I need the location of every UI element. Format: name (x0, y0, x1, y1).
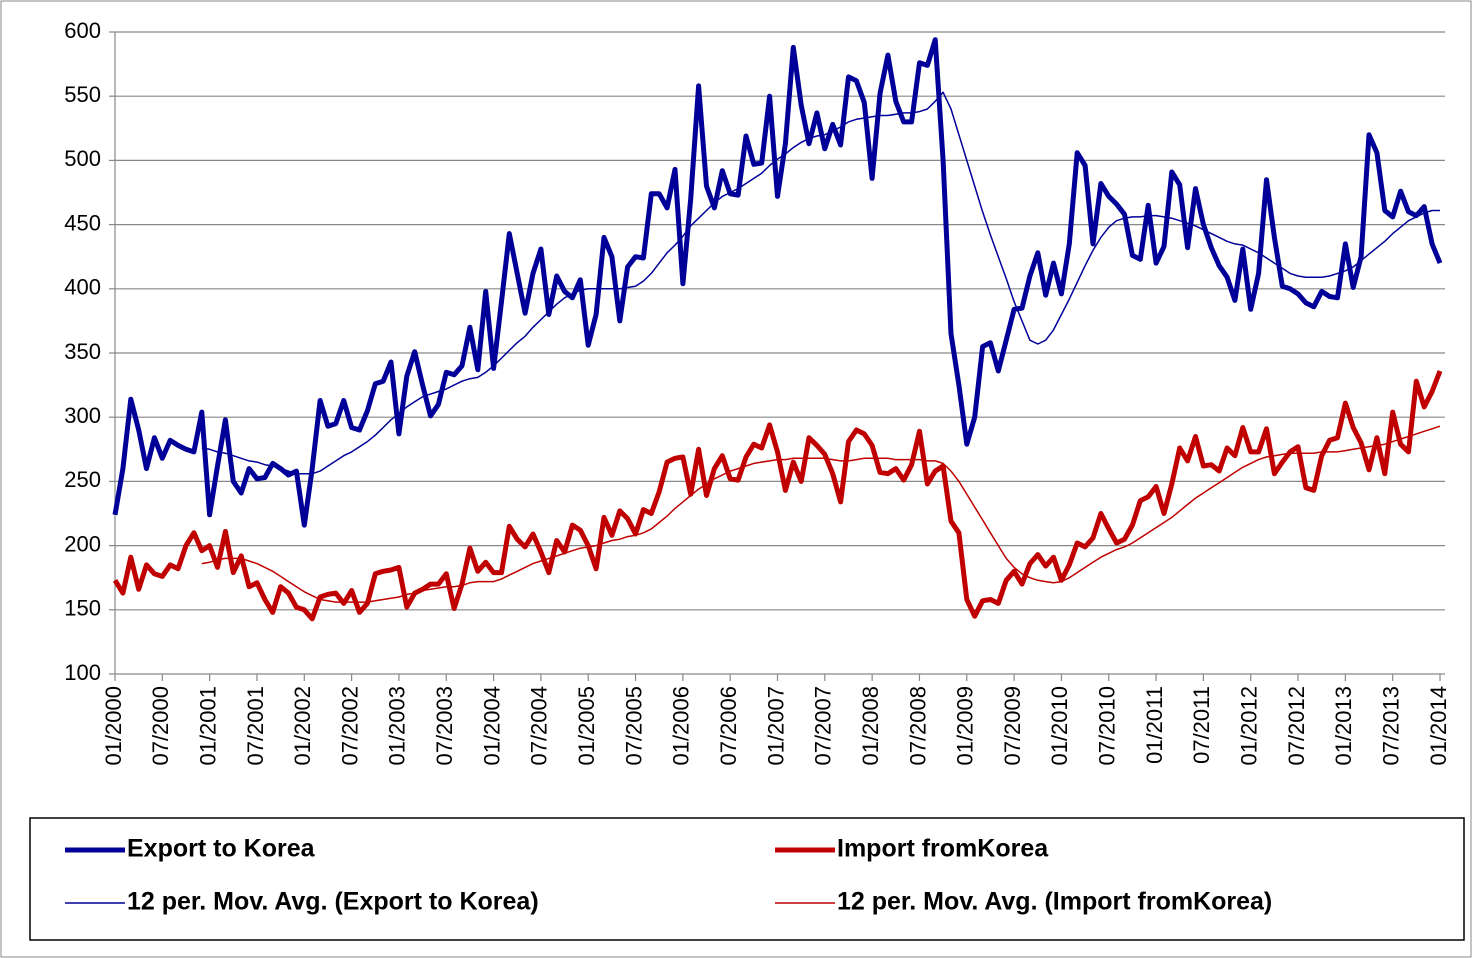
moving-average-line (201, 91, 1440, 475)
x-tick-label: 07/2011 (1189, 686, 1214, 764)
x-tick-label: 07/2009 (1000, 686, 1025, 766)
legend-label: 12 per. Mov. Avg. (Export to Korea) (127, 888, 539, 916)
y-tick-label: 450 (64, 210, 101, 235)
y-tick-label: 400 (64, 275, 101, 300)
x-tick-label: 01/2001 (195, 686, 220, 766)
y-tick-label: 200 (64, 531, 101, 556)
x-tick-label: 01/2008 (858, 686, 883, 766)
y-tick-label: 600 (64, 18, 101, 43)
legend-label: Import fromKorea (837, 835, 1049, 863)
x-tick-label: 07/2005 (621, 686, 646, 766)
y-tick-label: 350 (64, 339, 101, 364)
x-tick-label: 01/2000 (101, 686, 126, 766)
x-tick-label: 01/2012 (1237, 686, 1262, 766)
x-tick-label: 07/2000 (148, 686, 173, 766)
x-tick-label: 01/2006 (669, 686, 694, 766)
x-tick-label: 01/2010 (1047, 686, 1072, 766)
y-tick-label: 150 (64, 596, 101, 621)
x-tick-label: 07/2010 (1095, 686, 1120, 766)
x-tick-label: 01/2005 (574, 686, 599, 766)
x-tick-label: 01/2007 (763, 686, 788, 766)
y-tick-label: 250 (64, 467, 101, 492)
x-tick-label: 07/2002 (337, 686, 362, 766)
x-tick-label: 01/2002 (290, 686, 315, 766)
x-tick-label: 01/2013 (1331, 686, 1356, 766)
x-tick-label: 07/2003 (432, 686, 457, 766)
x-tick-label: 07/2006 (716, 686, 741, 766)
x-tick-label: 01/2011 (1142, 686, 1167, 764)
series-line (112, 37, 1443, 528)
y-tick-label: 300 (64, 403, 101, 428)
legend-label: Export to Korea (127, 835, 316, 863)
x-tick-label: 01/2003 (385, 686, 410, 766)
y-tick-label: 100 (64, 660, 101, 685)
x-tick-label: 07/2008 (905, 686, 930, 766)
x-tick-label: 07/2004 (527, 686, 552, 766)
x-tick-label: 01/2014 (1426, 686, 1451, 766)
x-tick-label: 01/2004 (479, 686, 504, 766)
series-line (112, 370, 1443, 622)
legend-label: 12 per. Mov. Avg. (Import fromKorea) (837, 888, 1272, 916)
y-tick-label: 500 (64, 146, 101, 171)
moving-average-line (201, 425, 1441, 603)
x-tick-label: 07/2007 (811, 686, 836, 766)
x-tick-label: 07/2012 (1284, 686, 1309, 766)
x-tick-label: 07/2013 (1378, 686, 1403, 766)
x-tick-label: 01/2009 (953, 686, 978, 766)
legend-box (29, 817, 1465, 941)
y-tick-label: 550 (64, 82, 101, 107)
x-tick-label: 07/2001 (243, 686, 268, 766)
